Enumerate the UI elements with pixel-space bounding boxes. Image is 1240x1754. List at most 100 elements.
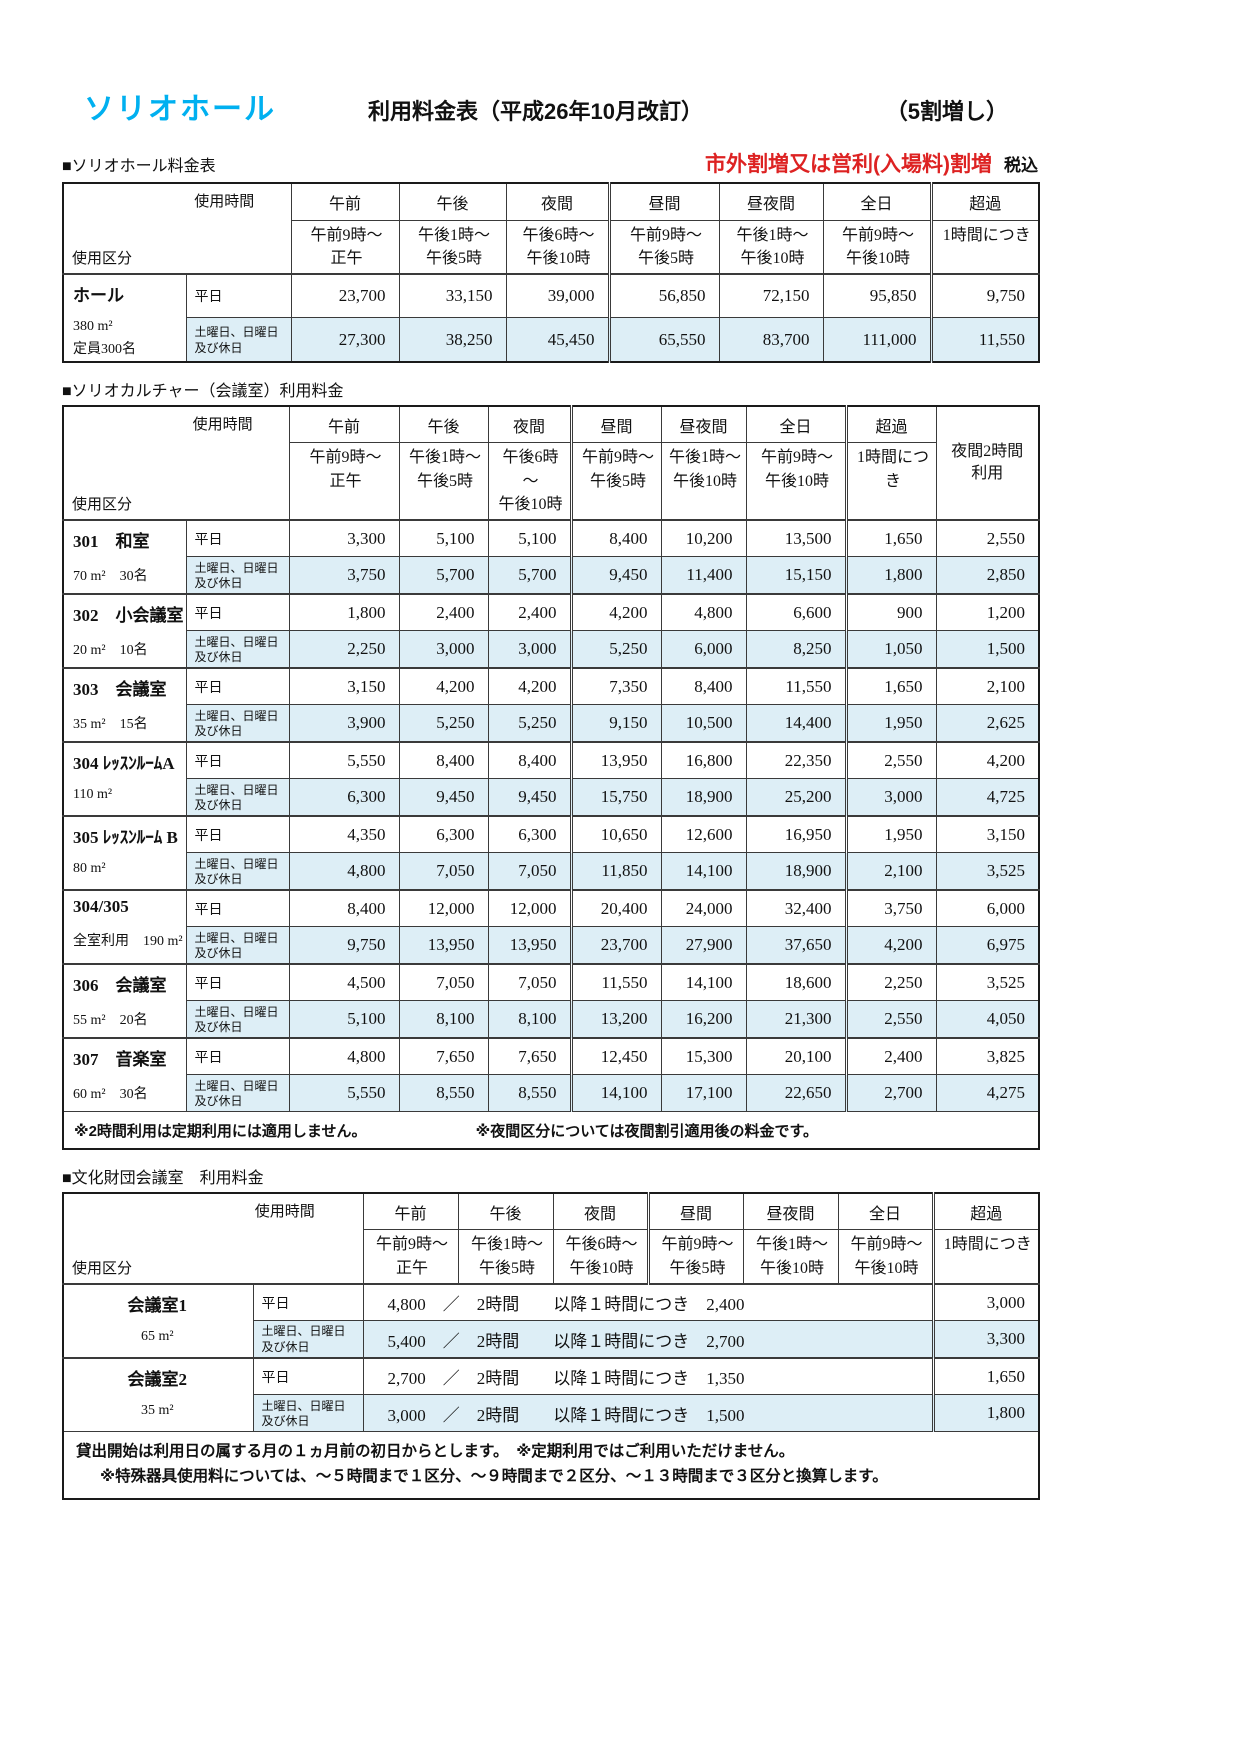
page-title: 利用料金表（平成26年10月改訂） [368,99,703,124]
day-type-holiday: 土曜日、日曜日 及び休日 [185,630,290,669]
price-cell: 6,000 [660,630,747,669]
time-range-allday: 午前9時～ 午後10時 [745,442,847,521]
meta-row: ■ソリオホール料金表 市外割増又は営利(入場料)割増 税込 [62,148,1038,178]
table-row: ホール 380 m² 定員300名 平日 23,700 33,150 39,000 56,85… [62,272,1040,363]
price-cell: 14,100 [660,852,747,891]
usage-category-label: 使用区分 [72,250,133,267]
price-cell: 7,050 [487,852,572,891]
usage-time-label: 使用時間 [192,416,253,433]
col-header-daytime: 昼間 [607,182,720,221]
page-content: ソリオホール 利用料金表（平成26年10月改訂） （5割増し） ■ソリオホール料… [62,84,1040,1500]
price-cell: 24,000 [660,888,747,928]
day-type-weekday: 平日 [252,1282,364,1322]
col-header-day-evening: 昼夜間 [742,1192,839,1231]
day-type-holiday: 土曜日、日曜日 及び休日 [185,704,290,743]
room-name: 304/305 [73,896,129,916]
price-cell: 2,400 [844,1036,937,1076]
price-cell: 5,100 [487,518,572,558]
room-name: 303 会議室 [73,679,167,699]
room-cell: 303 会議室 35 m² 15名 [62,666,187,743]
price-cell: 65,550 [607,317,720,363]
col-header-overtime: 超過 [929,182,1040,221]
package-price-text: 4,800 ／ 2時間 以降１時間につき 2,400 [362,1282,934,1322]
notes-row: ※2時間利用は定期利用には適用しません。 ※夜間区分については夜間割引適用後の料… [62,1111,1040,1150]
price-cell: 5,250 [487,704,572,743]
room-capacity: 定員300名 [73,341,136,357]
price-cell: 3,825 [935,1036,1040,1076]
col-header-allday: 全日 [837,1192,934,1231]
day-type-holiday: 土曜日、日曜日 及び休日 [185,1000,290,1039]
price-cell: 11,550 [745,666,847,706]
usage-category-label: 使用区分 [72,1260,133,1277]
price-cell: 1,500 [935,630,1040,669]
room-name: 305 ﾚｯｽﾝﾙｰﾑ B [73,827,178,847]
room-name: 会議室2 [127,1369,188,1389]
usage-time-label: 使用時間 [194,194,255,210]
price-cell: 4,800 [288,1036,400,1076]
table-row: 304/305 全室利用 190 m² 平日 8,400 12,000 12,000 20,… [62,888,1040,965]
room-capacity: 60 m² 30名 [73,1086,148,1102]
price-cell: 2,100 [935,666,1040,706]
price-cell: 15,150 [745,556,847,595]
time-range-overtime: 1時間につき [931,1229,1040,1285]
package-price-text: 3,000 ／ 2時間 以降１時間につき 1,500 [362,1394,934,1433]
price-cell: 39,000 [505,272,610,319]
price-cell: 27,900 [660,926,747,965]
note-2hour: ※2時間利用は定期利用には適用しません。 [74,1122,367,1140]
price-cell: 6,300 [398,814,489,854]
section-title-hall: ■ソリオホール料金表 [62,158,216,175]
time-range-day-evening: 午後1時～ 午後10時 [660,442,747,521]
col-header-daytime: 昼間 [646,1192,744,1231]
price-cell: 5,100 [398,518,489,558]
room-cell: 会議室1 65 m² [62,1282,254,1359]
table-row: 土曜日、日曜日 及び休日 2,250 3,000 3,000 5,250 6,000 8,2… [63,630,1040,669]
time-range-afternoon: 午後1時～ 午後5時 [398,219,507,275]
price-cell: 5,550 [288,1074,400,1113]
price-cell: 13,500 [745,518,847,558]
time-range-overtime: 1時間につき [929,219,1040,275]
room-capacity: 110 m² [73,786,113,802]
surcharge-rate-note: （5割増し） [885,99,1008,124]
price-cell: 10,200 [660,518,747,558]
price-cell: 3,525 [935,852,1040,891]
price-cell: 20,100 [745,1036,847,1076]
price-cell: 10,650 [569,814,662,854]
price-cell: 2,850 [935,556,1040,595]
col-header-evening: 夜間 [552,1192,649,1231]
price-cell: 3,750 [844,888,937,928]
header-time-row: 午前9時～ 正午 午後1時～ 午後5時 午後6時～ 午後10時 午前9時～ 午後… [63,442,1039,521]
price-cell: 72,150 [718,272,824,319]
time-range-evening: 午後6時～ 午後10時 [552,1229,649,1285]
day-type-holiday: 土曜日、日曜日 及び休日 [185,1074,290,1113]
price-cell: 5,700 [487,556,572,595]
price-cell: 3,150 [288,666,400,706]
day-type-weekday: 平日 [185,740,290,780]
price-cell: 17,100 [660,1074,747,1113]
usage-time-label: 使用時間 [254,1203,315,1220]
note-special-equipment: ※特殊器具使用料については、～５時間まで１区分、～９時間まで２区分、～１３時間ま… [100,1468,888,1486]
col-header-overtime: 超過 [931,1192,1040,1231]
price-cell: 1,800 [288,592,400,632]
price-cell: 3,150 [935,814,1040,854]
price-cell: 15,300 [660,1036,747,1076]
table-row: 会議室2 35 m² 平日 2,700 ／ 2時間 以降１時間につき 1,350 1,6… [62,1356,1040,1433]
price-cell: 3,000 [931,1282,1040,1322]
time-range-day-evening: 午後1時～ 午後10時 [718,219,824,275]
table-row: 土曜日、日曜日 及び休日 5,100 8,100 8,100 13,200 16,200 2… [63,1000,1040,1039]
room-capacity: 80 m² [73,860,106,876]
price-cell: 2,625 [935,704,1040,743]
price-cell: 7,050 [398,852,489,891]
room-capacity: 20 m² 10名 [73,642,148,658]
table-row: 304 ﾚｯｽﾝﾙｰﾑA 110 m² 平日 5,550 8,400 8,400 13,95… [62,740,1040,817]
col-header-allday: 全日 [822,182,932,221]
price-cell: 18,900 [660,778,747,817]
price-cell: 900 [844,592,937,632]
room-capacity: 35 m² 15名 [73,716,148,732]
price-cell: 6,300 [487,814,572,854]
price-cell: 23,700 [569,926,662,965]
room-name: 301 和室 [73,531,150,551]
day-type-holiday: 土曜日、日曜日 及び休日 [185,852,290,891]
table-row: 302 小会議室 20 m² 10名 平日 1,800 2,400 2,400 4,200 4… [62,592,1040,669]
foundation-price-table: 使用時間 使用区分 午前 午後 夜間 昼間 昼夜間 全日 超過 午前9時～ 正午… [62,1191,1040,1500]
price-cell: 14,400 [745,704,847,743]
